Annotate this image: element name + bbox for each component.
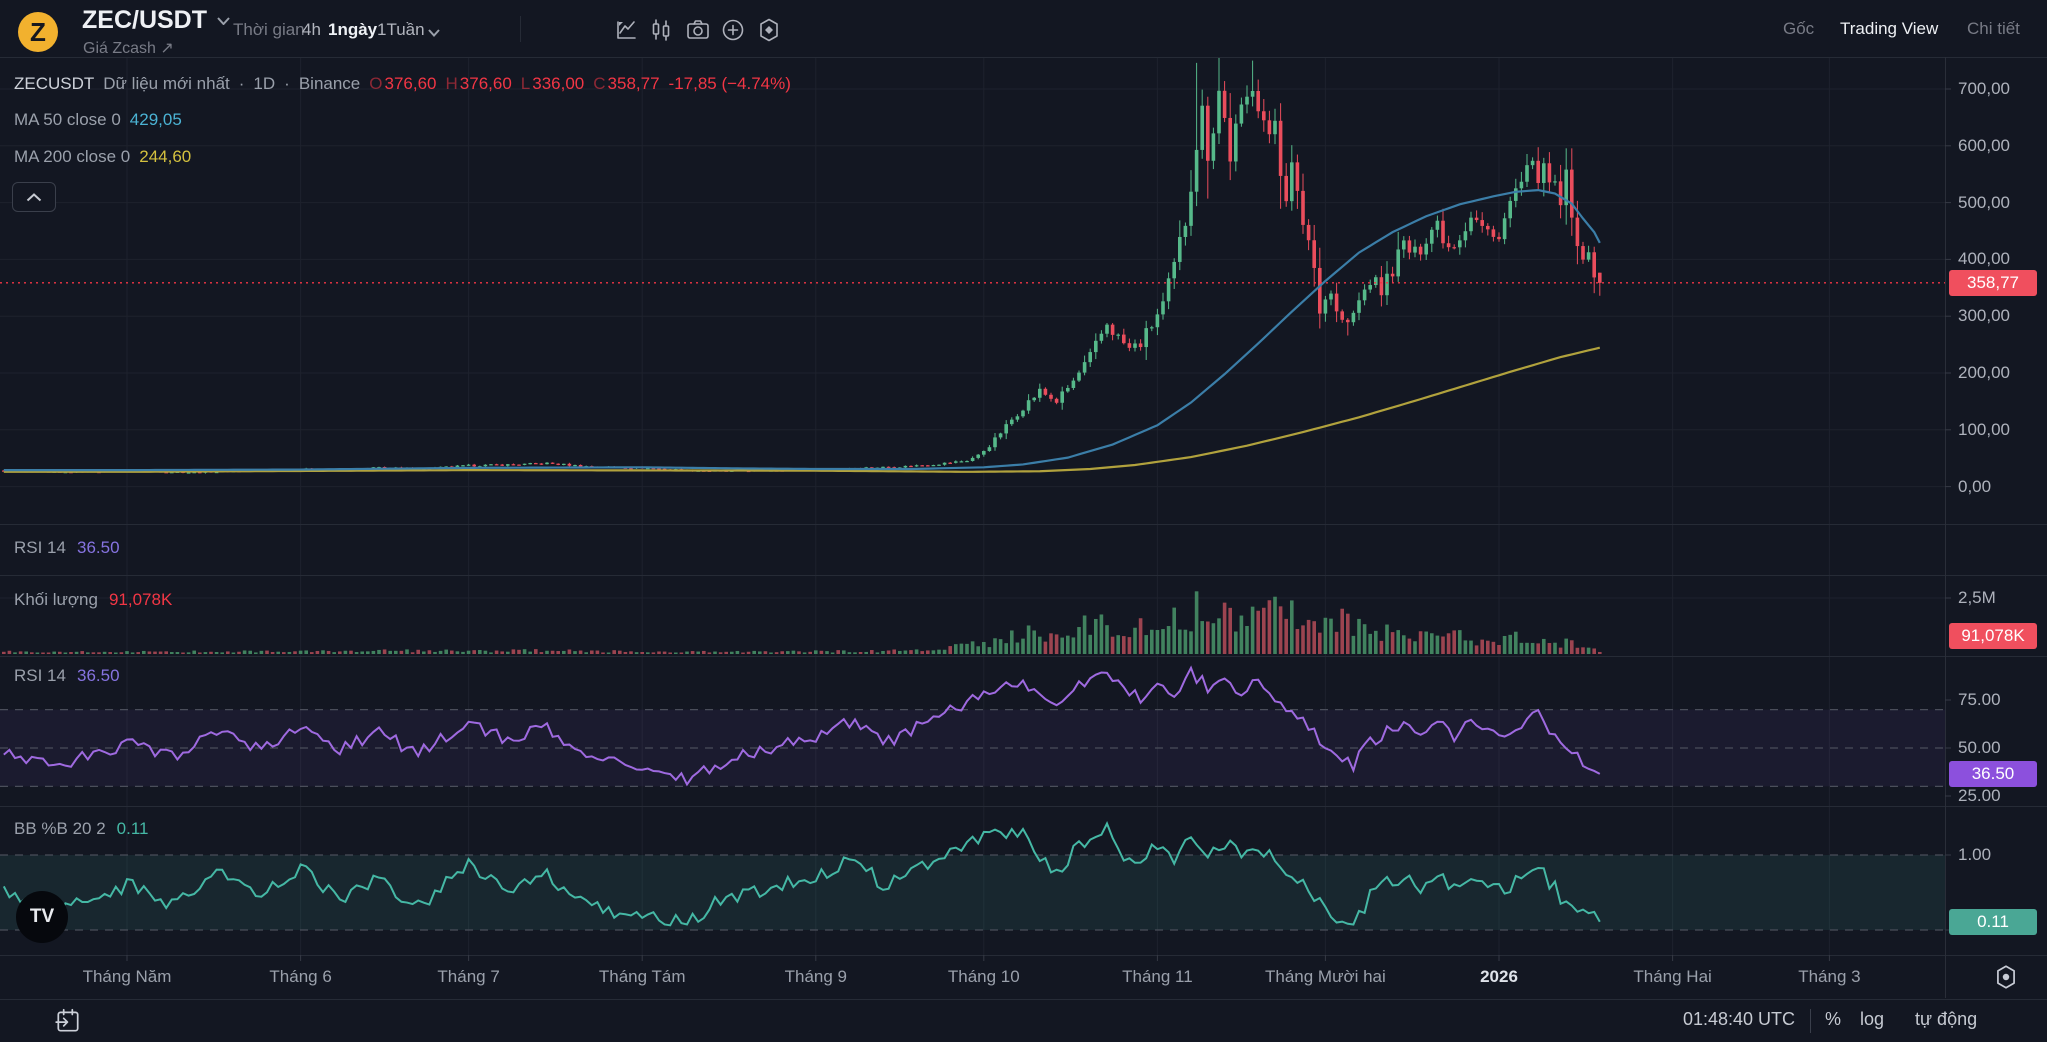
tab-chi-tiet[interactable]: Chi tiết <box>1967 19 2020 38</box>
ohlc-legend-row[interactable]: ZECUSDT Dữ liệu mới nhất · 1D · Binance … <box>14 74 791 94</box>
legend-close: C 358,77 <box>593 74 660 93</box>
legend-open: O 376,60 <box>369 74 437 93</box>
symbol-subtitle-link[interactable]: Giá Zcash ↗ <box>83 38 174 58</box>
price-axis-label: 300,00 <box>1958 306 2010 326</box>
time-axis-month-label: Tháng Năm <box>82 967 172 986</box>
percent-scale-button[interactable]: % <box>1825 1009 1842 1029</box>
timeframe-1d-button[interactable]: 1ngày <box>328 20 378 39</box>
zcash-logo-letter: Z <box>30 16 46 47</box>
price-axis-label: 100,00 <box>1958 419 2010 439</box>
price-axis-label: 700,00 <box>1958 79 2010 98</box>
tab-trading-view[interactable]: Trading View <box>1840 19 1939 38</box>
indicator-name: BB %B 20 2 <box>14 819 106 838</box>
ma200-legend-row[interactable]: MA 200 close 0 244,60 <box>14 147 191 167</box>
auto-scale-button[interactable]: tự động <box>1915 1009 1978 1029</box>
time-axis-month-label: Tháng Tám <box>598 967 686 986</box>
volume-pane-label[interactable]: Khối lượng 91,078K <box>14 590 172 610</box>
timeframe-1w-button[interactable]: 1Tuần <box>377 20 425 39</box>
bb-pane-label[interactable]: BB %B 20 2 0.11 <box>14 819 149 839</box>
chevron-down-icon <box>217 16 230 25</box>
timeframe-dropdown-caret[interactable] <box>428 24 440 37</box>
time-axis-month-label: Tháng 3 <box>1798 967 1861 986</box>
ma50-value: 429,05 <box>129 110 182 129</box>
legend-exchange: Binance <box>298 74 361 93</box>
price-axis-label: 500,00 <box>1958 192 2010 212</box>
log-scale-button[interactable]: log <box>1860 1009 1885 1029</box>
ma200-label: MA 200 close 0 <box>14 147 131 166</box>
tradingview-watermark[interactable]: TV <box>16 891 68 943</box>
candlestick-style-icon[interactable] <box>648 17 674 43</box>
timeframe-4h-button[interactable]: 4h <box>302 20 321 39</box>
statusbar-divider <box>1810 1009 1811 1033</box>
indicator-name: RSI 14 <box>14 666 66 685</box>
tab-goc[interactable]: Gốc <box>1783 19 1815 38</box>
indicator-value: 36.50 <box>76 666 120 685</box>
current-bb-badge: 0.11 <box>1949 908 2037 935</box>
toolbar-divider <box>520 16 521 42</box>
external-link-icon: ↗ <box>160 40 174 57</box>
current-volume-badge: 91,078K <box>1949 623 2037 649</box>
indicator-value: 91,078K <box>108 590 173 609</box>
ma50-legend-row[interactable]: MA 50 close 0 429,05 <box>14 110 182 130</box>
price-axis-label: 400,00 <box>1958 249 2010 269</box>
ma200-value: 244,60 <box>139 147 192 166</box>
ma50-label: MA 50 close 0 <box>14 110 121 129</box>
legend-separator: · <box>284 74 290 93</box>
time-axis-month-label: Tháng 9 <box>784 967 847 986</box>
clock-utc[interactable]: 01:48:40 UTC <box>1682 1009 1795 1029</box>
zcash-logo: Z <box>18 12 58 52</box>
time-axis-month-label: Tháng 6 <box>269 967 332 986</box>
symbol-title-button[interactable]: ZEC/USDT <box>82 6 230 35</box>
go-to-date-calendar-icon[interactable] <box>54 1007 82 1035</box>
time-axis-month-label: Tháng 11 <box>1122 967 1193 986</box>
legend-low: L 336,00 <box>520 74 585 93</box>
indicator-shapes-icon[interactable] <box>756 17 782 43</box>
price-axis-label: 0,00 <box>1958 476 1992 496</box>
symbol-name: ZEC/USDT <box>82 6 207 34</box>
rsi-hidden-pane-label[interactable]: RSI 14 36.50 <box>14 538 120 558</box>
time-axis-month-label: 2026 <box>1480 967 1518 986</box>
current-price-badge: 358,77 <box>1949 269 2037 296</box>
indicator-value: 0.11 <box>116 819 149 838</box>
collapse-legend-button[interactable] <box>12 182 56 212</box>
indicator-name: RSI 14 <box>14 538 66 557</box>
indicator-name: Khối lượng <box>14 590 98 609</box>
price-axis-label: 200,00 <box>1958 363 2010 382</box>
legend-symbol: ZECUSDT <box>14 74 95 93</box>
time-axis-month-label: Tháng Hai <box>1633 967 1712 986</box>
time-axis-month-label: Tháng 7 <box>437 967 500 986</box>
current-rsi-badge: 36.50 <box>1949 760 2037 787</box>
time-axis-month-label: Tháng 10 <box>947 967 1020 986</box>
axis-settings-gear-icon[interactable] <box>1992 963 2020 991</box>
price-axis-label: 600,00 <box>1958 135 2010 155</box>
chevron-up-icon <box>26 192 42 201</box>
legend-status: Dữ liệu mới nhất <box>103 74 230 93</box>
rsi-pane-label[interactable]: RSI 14 36.50 <box>14 666 120 686</box>
indicator-value: 36.50 <box>76 538 120 557</box>
timeframe-section-label: Thời gian <box>233 20 305 39</box>
bb-axis-label: 1.00 <box>1958 845 1992 864</box>
line-chart-style-icon[interactable] <box>613 17 639 43</box>
add-alert-icon[interactable] <box>720 17 746 43</box>
volume-axis-label: 2,5M <box>1958 588 1996 607</box>
status-bar: 01:48:40 UTC % log tự động <box>0 999 2047 1042</box>
legend-separator: · <box>238 74 245 93</box>
rsi-axis-label: 50.00 <box>1958 738 2001 757</box>
camera-snapshot-icon[interactable] <box>685 17 711 43</box>
watermark-letters: TV <box>29 906 55 927</box>
time-axis-month-label: Tháng Mười hai <box>1264 967 1386 986</box>
subtitle-text: Giá Zcash <box>83 40 156 57</box>
legend-high: H 376,60 <box>445 74 512 93</box>
legend-interval: 1D <box>253 74 276 93</box>
rsi-axis-label: 75.00 <box>1958 690 2001 709</box>
legend-change: -17,85 (−4.74%) <box>668 74 791 93</box>
rsi-axis-label: 25.00 <box>1958 786 2001 805</box>
